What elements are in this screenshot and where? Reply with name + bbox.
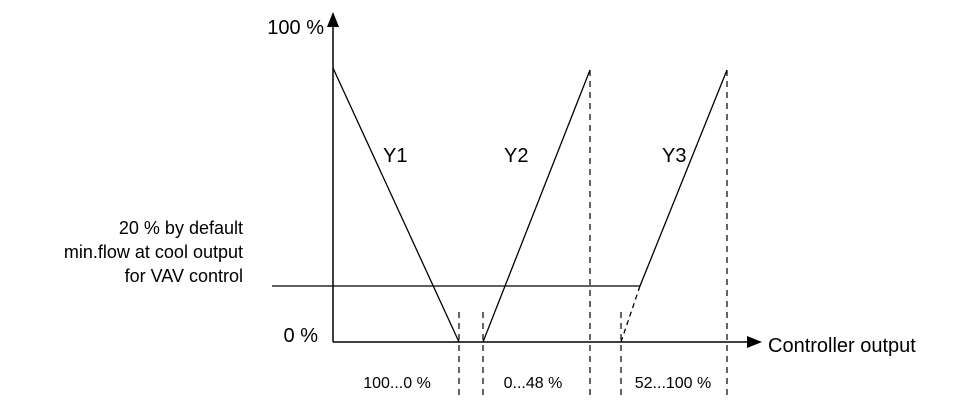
range-label-y2: 0...48 %: [504, 375, 563, 392]
curve-y2-label: Y2: [504, 145, 528, 167]
curve-y2-line: [482, 69, 591, 343]
y-axis-max-label: 100 %: [267, 17, 324, 39]
min-flow-note-line1: 20 % by default: [119, 218, 243, 238]
curve-y3-label: Y3: [662, 145, 686, 167]
range-label-y3: 52...100 %: [635, 375, 712, 392]
curve-y3-dashed-line: [620, 285, 641, 343]
y-axis-min-label: 0 %: [284, 325, 319, 347]
x-axis-arrow-icon: [747, 336, 762, 348]
curve-y3-solid-line: [639, 69, 728, 287]
x-axis-label: Controller output: [768, 335, 916, 357]
min-flow-note-line3: for VAV control: [125, 266, 243, 286]
range-label-y1: 100...0 %: [363, 375, 431, 392]
min-flow-note-line2: min.flow at cool output: [64, 242, 243, 262]
curve-y1-label: Y1: [383, 145, 407, 167]
y-axis-arrow-icon: [327, 12, 339, 27]
curve-y1-line: [332, 67, 460, 343]
